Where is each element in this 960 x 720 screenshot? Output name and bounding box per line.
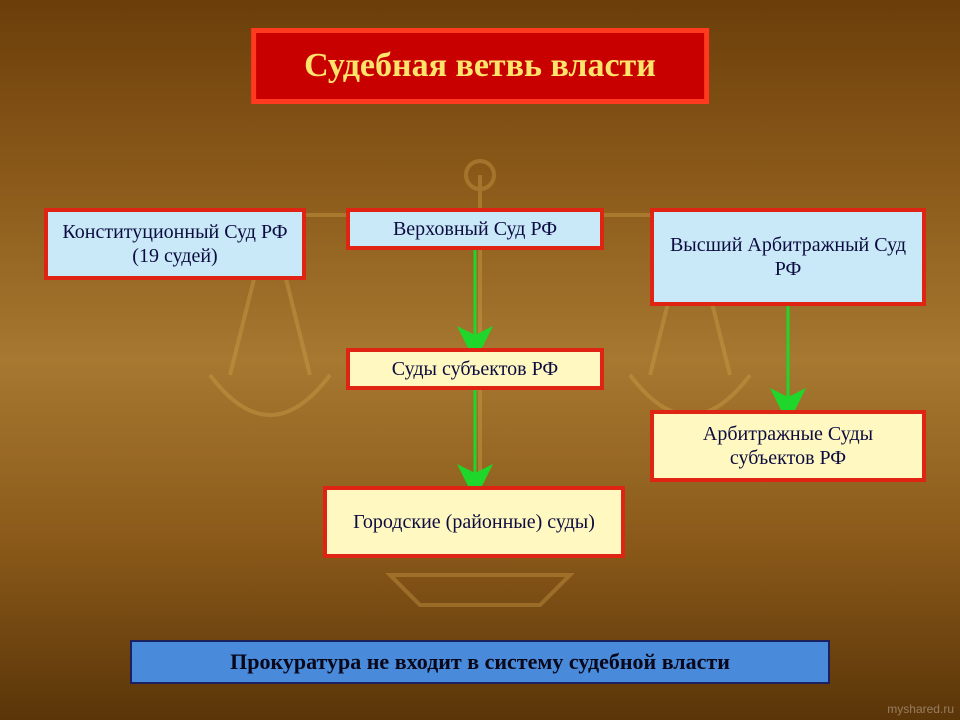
node-supreme: Верховный Суд РФ <box>346 208 604 250</box>
node-city: Городские (районные) суды) <box>323 486 625 558</box>
node-city-label: Городские (районные) суды) <box>353 510 595 534</box>
node-supreme-label: Верховный Суд РФ <box>393 217 557 241</box>
node-subjects-label: Суды субъектов РФ <box>392 357 558 381</box>
node-arbitration_supreme: Высший Арбитражный Суд РФ <box>650 208 926 306</box>
node-subjects: Суды субъектов РФ <box>346 348 604 390</box>
diagram-title: Судебная ветвь власти <box>251 28 709 104</box>
node-arbitration_subjects: Арбитражные Суды субъектов РФ <box>650 410 926 482</box>
footer-note: Прокуратура не входит в систему судебной… <box>130 640 830 684</box>
node-constitutional-label: Конституционный Суд РФ (19 судей) <box>58 220 292 268</box>
node-arbitration_subjects-label: Арбитражные Суды субъектов РФ <box>664 422 912 470</box>
footer-text: Прокуратура не входит в систему судебной… <box>230 649 730 675</box>
title-text: Судебная ветвь власти <box>304 47 656 84</box>
watermark: myshared.ru <box>887 702 954 716</box>
node-arbitration_supreme-label: Высший Арбитражный Суд РФ <box>664 233 912 281</box>
node-constitutional: Конституционный Суд РФ (19 судей) <box>44 208 306 280</box>
